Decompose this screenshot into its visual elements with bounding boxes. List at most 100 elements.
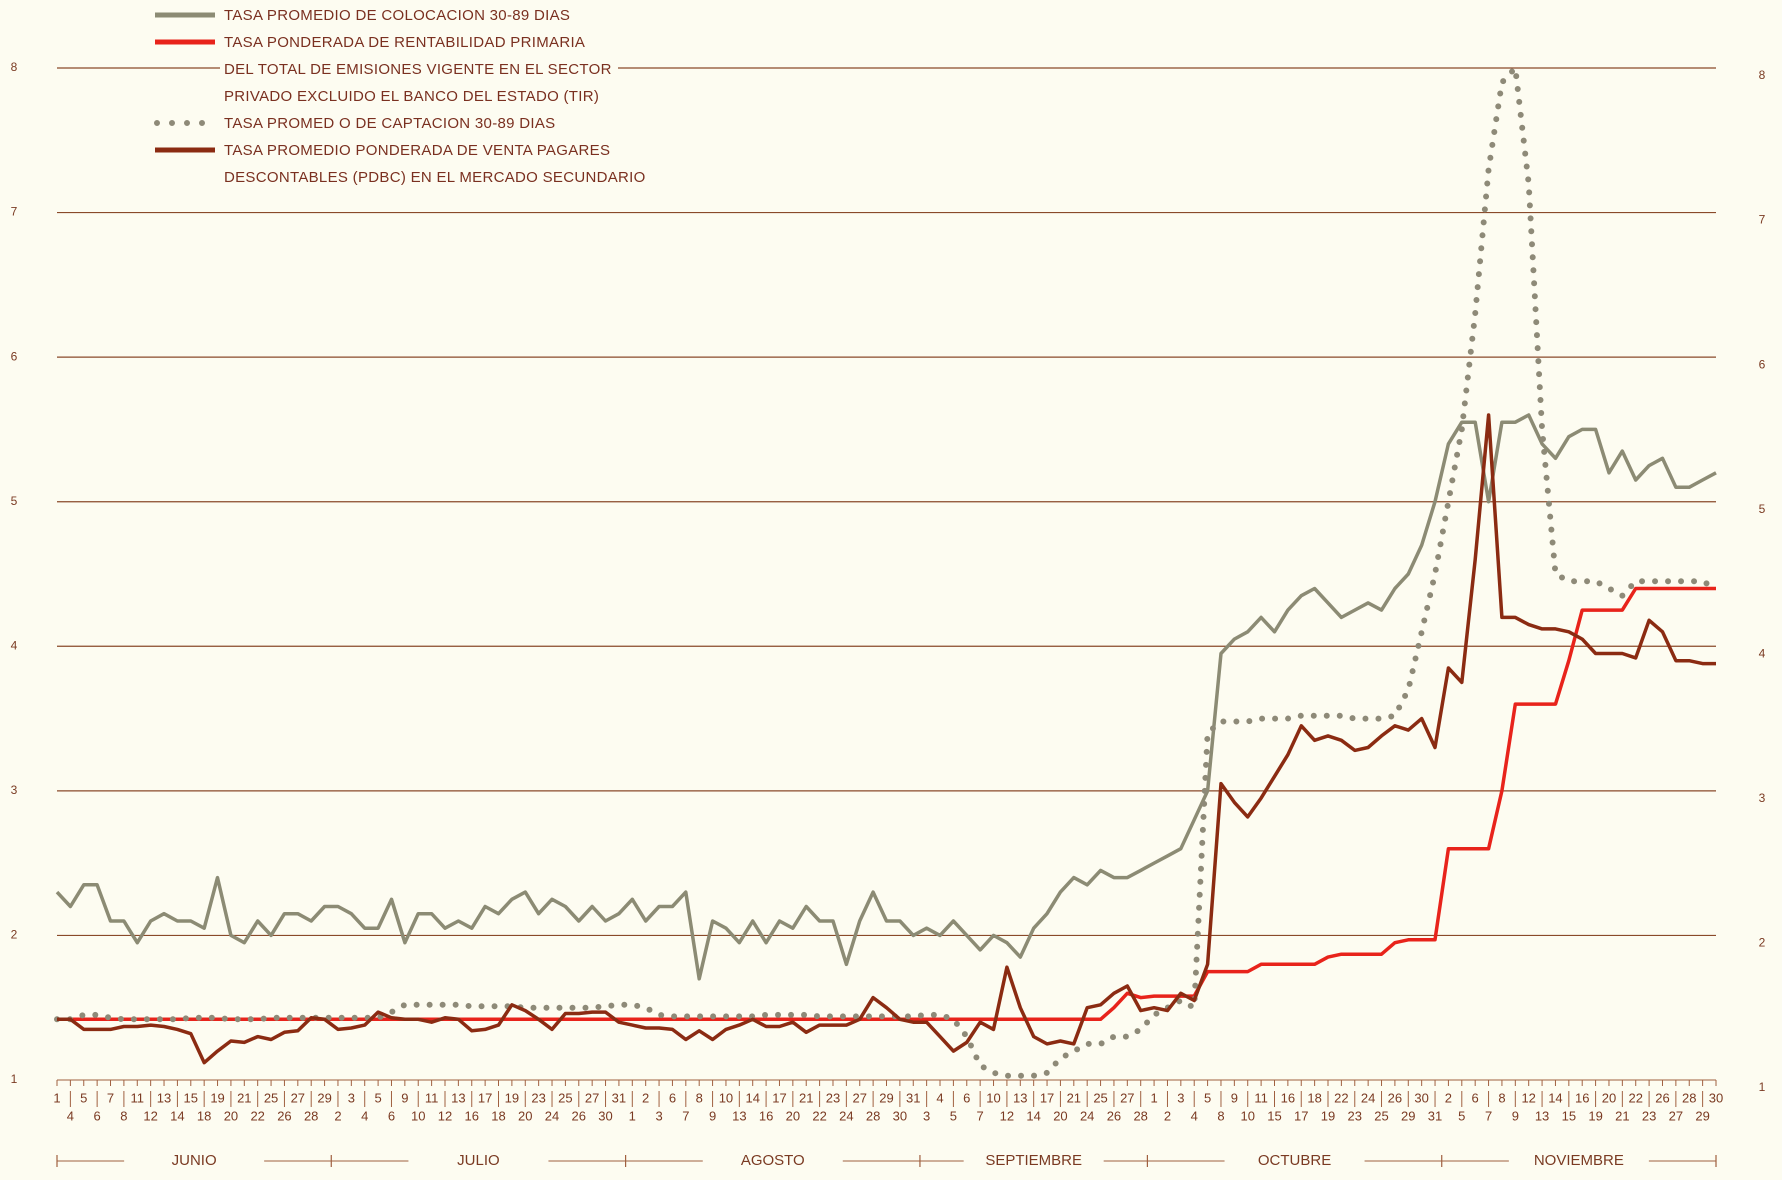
y-tick-label: 5 xyxy=(11,494,18,508)
y-tick-label-right: 2 xyxy=(1759,936,1766,950)
x-tick-label: 6 xyxy=(1472,1090,1479,1105)
x-tick-label: 24 xyxy=(1361,1090,1375,1105)
y-tick-label-right: 5 xyxy=(1759,502,1766,516)
legend-item: TASA PROMEDIO DE COLOCACION 30-89 DIAS xyxy=(150,2,668,29)
legend-label: TASA PROMEDIO PONDERADA DE VENTA PAGARES… xyxy=(220,137,668,191)
x-tick-label: 16 xyxy=(1575,1090,1589,1105)
x-tick-label: 7 xyxy=(1485,1108,1492,1123)
x-tick-label: 27 xyxy=(1669,1108,1683,1123)
x-tick-label: 20 xyxy=(1602,1090,1616,1105)
y-tick-label-right: 4 xyxy=(1759,646,1766,660)
x-tick-label: 18 xyxy=(491,1108,505,1123)
y-tick-label-right: 7 xyxy=(1759,213,1766,227)
legend-swatch xyxy=(155,147,215,153)
x-tick-label: 6 xyxy=(963,1090,970,1105)
x-tick-label: 3 xyxy=(348,1090,355,1105)
x-tick-label: 26 xyxy=(1388,1090,1402,1105)
x-tick-label: 8 xyxy=(1217,1108,1224,1123)
x-tick-label: 4 xyxy=(936,1090,943,1105)
x-tick-label: 13 xyxy=(451,1090,465,1105)
x-tick-label: 17 xyxy=(1040,1090,1054,1105)
x-tick-label: 30 xyxy=(1414,1090,1428,1105)
x-tick-label: 25 xyxy=(1093,1090,1107,1105)
y-tick-label: 6 xyxy=(11,349,18,363)
x-tick-label: 27 xyxy=(853,1090,867,1105)
month-label-bg xyxy=(963,1152,1104,1170)
x-tick-label: 9 xyxy=(709,1108,716,1123)
x-tick-label: 20 xyxy=(224,1108,238,1123)
x-tick-label: 25 xyxy=(264,1090,278,1105)
x-tick-label: 4 xyxy=(67,1108,74,1123)
x-tick-label: 23 xyxy=(826,1090,840,1105)
x-tick-label: 17 xyxy=(772,1090,786,1105)
line-0 xyxy=(55,413,1717,981)
x-tick-label: 6 xyxy=(388,1108,395,1123)
x-tick-label: 5 xyxy=(374,1090,381,1105)
y-tick-label: 7 xyxy=(11,205,18,219)
x-tick-label: 14 xyxy=(745,1090,759,1105)
x-tick-label: 7 xyxy=(977,1108,984,1123)
legend-swatch xyxy=(154,120,218,126)
x-tick-label: 11 xyxy=(131,1090,145,1105)
x-tick-label: 12 xyxy=(143,1108,157,1123)
x-tick-label: 15 xyxy=(1562,1108,1576,1123)
line-3 xyxy=(57,413,1716,1065)
line-2 xyxy=(54,61,1719,1079)
x-tick-label: 23 xyxy=(1348,1108,1362,1123)
month-label: JULIO xyxy=(457,1152,500,1169)
x-tick-label: 13 xyxy=(732,1108,746,1123)
legend-swatch xyxy=(155,39,215,45)
x-tick-label: 4 xyxy=(361,1108,368,1123)
x-tick-label: 30 xyxy=(893,1108,907,1123)
x-tick-label: 28 xyxy=(866,1108,880,1123)
x-tick-label: 29 xyxy=(317,1090,331,1105)
legend-label: TASA PONDERADA DE RENTABILIDAD PRIMARIA … xyxy=(220,29,618,110)
legend-label: TASA PROMED O DE CAPTACION 30-89 DIAS xyxy=(220,110,560,137)
x-tick-label: 29 xyxy=(1401,1108,1415,1123)
x-tick-label: 12 xyxy=(1000,1108,1014,1123)
x-tick-label: 27 xyxy=(585,1090,599,1105)
x-tick-label: 30 xyxy=(598,1108,612,1123)
x-tick-label: 9 xyxy=(1231,1090,1238,1105)
x-tick-label: 12 xyxy=(438,1108,452,1123)
y-tick-label-right: 8 xyxy=(1759,68,1766,82)
x-tick-label: 10 xyxy=(719,1090,733,1105)
x-tick-label: 2 xyxy=(334,1108,341,1123)
x-tick-label: 3 xyxy=(655,1108,662,1123)
x-tick-label: 31 xyxy=(612,1090,626,1105)
legend-swatch xyxy=(155,12,215,18)
legend-item: TASA PROMED O DE CAPTACION 30-89 DIAS xyxy=(150,110,668,137)
x-tick-label: 11 xyxy=(1254,1090,1268,1105)
y-tick-label: 2 xyxy=(11,928,18,942)
x-tick-label: 5 xyxy=(1204,1090,1211,1105)
x-tick-label: 5 xyxy=(950,1108,957,1123)
x-tick-label: 16 xyxy=(465,1108,479,1123)
x-tick-label: 16 xyxy=(1281,1090,1295,1105)
x-tick-label: 13 xyxy=(1535,1108,1549,1123)
x-tick-label: 19 xyxy=(1588,1108,1602,1123)
x-tick-label: 1 xyxy=(629,1108,636,1123)
month-label: OCTUBRE xyxy=(1258,1152,1331,1169)
y-tick-label: 3 xyxy=(11,783,18,797)
x-tick-label: 12 xyxy=(1521,1090,1535,1105)
x-tick-label: 8 xyxy=(120,1108,127,1123)
x-tick-label: 21 xyxy=(799,1090,813,1105)
x-tick-label: 26 xyxy=(277,1108,291,1123)
x-tick-label: 22 xyxy=(250,1108,264,1123)
x-tick-label: 31 xyxy=(906,1090,920,1105)
x-tick-label: 26 xyxy=(1107,1108,1121,1123)
x-tick-label: 16 xyxy=(759,1108,773,1123)
y-tick-label-right: 6 xyxy=(1759,357,1766,371)
x-tick-label: 14 xyxy=(1026,1108,1040,1123)
x-tick-label: 8 xyxy=(1498,1090,1505,1105)
month-label: SEPTIEMBRE xyxy=(985,1152,1082,1169)
x-tick-label: 20 xyxy=(1053,1108,1067,1123)
x-tick-label: 15 xyxy=(184,1090,198,1105)
x-tick-label: 8 xyxy=(696,1090,703,1105)
x-tick-label: 26 xyxy=(572,1108,586,1123)
line-1 xyxy=(57,586,1716,1022)
x-tick-label: 29 xyxy=(879,1090,893,1105)
legend-item: TASA PONDERADA DE RENTABILIDAD PRIMARIA … xyxy=(150,29,668,110)
x-tick-label: 28 xyxy=(304,1108,318,1123)
